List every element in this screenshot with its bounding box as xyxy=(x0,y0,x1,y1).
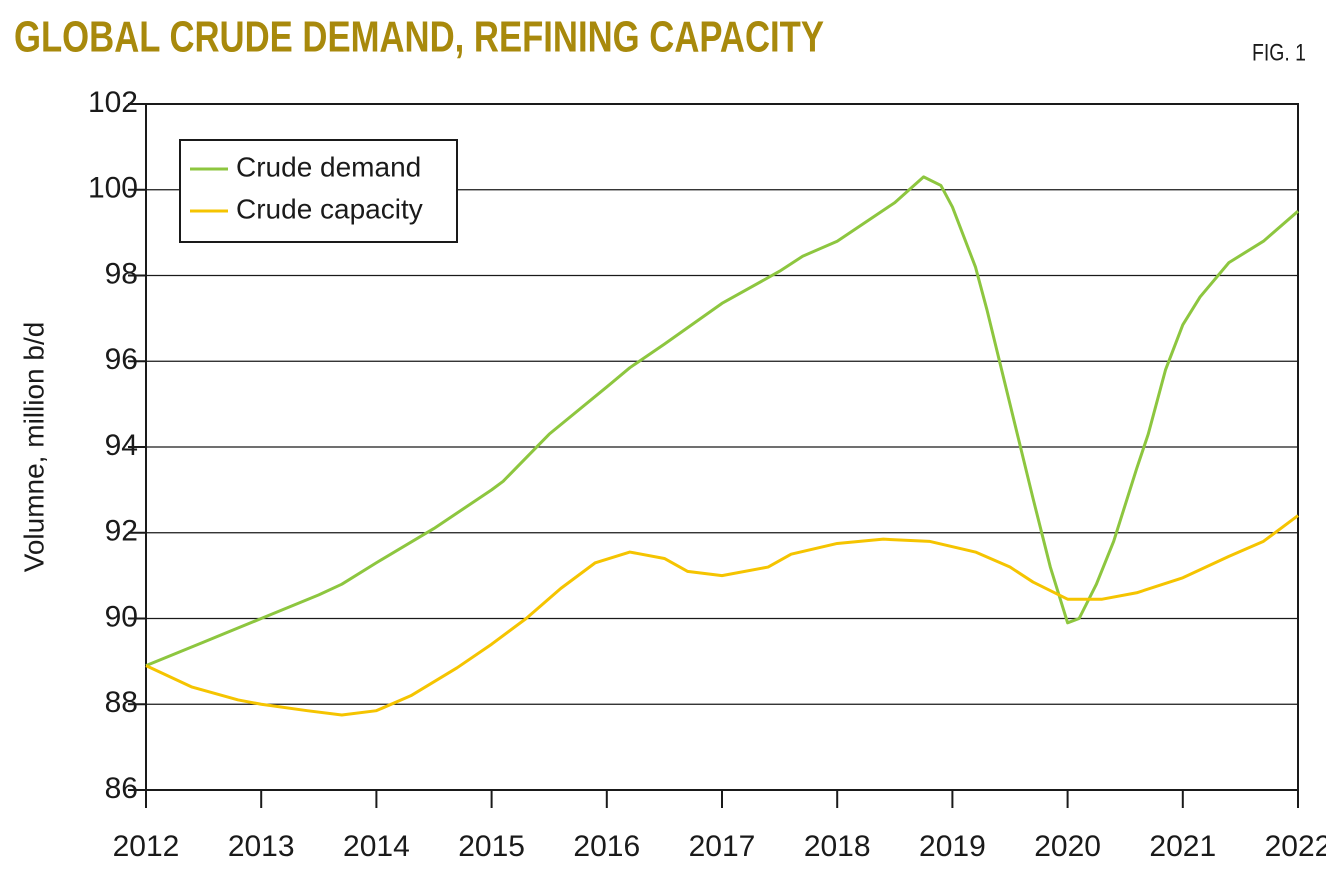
x-tick-label: 2021 xyxy=(1149,830,1216,863)
x-tick-label: 2022 xyxy=(1265,830,1326,863)
y-tick-label: 86 xyxy=(105,772,138,805)
legend: Crude demand Crude capacity xyxy=(179,139,458,243)
plot-frame xyxy=(145,103,1299,791)
y-tick-label: 92 xyxy=(105,515,138,548)
x-tick-label: 2016 xyxy=(573,830,640,863)
legend-box xyxy=(179,139,458,243)
legend-label: Crude demand xyxy=(236,151,421,182)
x-tick-label: 2020 xyxy=(1034,830,1101,863)
y-tick-label: 88 xyxy=(105,686,138,719)
x-tick-label: 2014 xyxy=(343,830,410,863)
y-tick-label: 90 xyxy=(105,600,138,633)
data-line xyxy=(145,514,1299,717)
x-tick-label: 2017 xyxy=(689,830,756,863)
y-tick-label: 102 xyxy=(88,86,138,119)
x-tick-label: 2018 xyxy=(804,830,871,863)
x-tick-label: 2013 xyxy=(228,830,295,863)
x-tick-label: 2012 xyxy=(113,830,180,863)
y-tick-label: 98 xyxy=(105,257,138,290)
figure-label: FIG. 1 xyxy=(1252,39,1306,66)
data-line xyxy=(145,175,1299,668)
y-tick-label: 96 xyxy=(105,343,138,376)
y-axis-label: Volumne, million b/d xyxy=(18,322,49,573)
x-tick-label: 2015 xyxy=(458,830,525,863)
chart-title: GLOBAL CRUDE DEMAND, REFINING CAPACITY xyxy=(14,13,824,62)
legend-label: Crude capacity xyxy=(236,193,423,224)
x-tick-label: 2019 xyxy=(919,830,986,863)
y-tick-label: 100 xyxy=(88,172,138,205)
y-tick-label: 94 xyxy=(105,429,138,462)
